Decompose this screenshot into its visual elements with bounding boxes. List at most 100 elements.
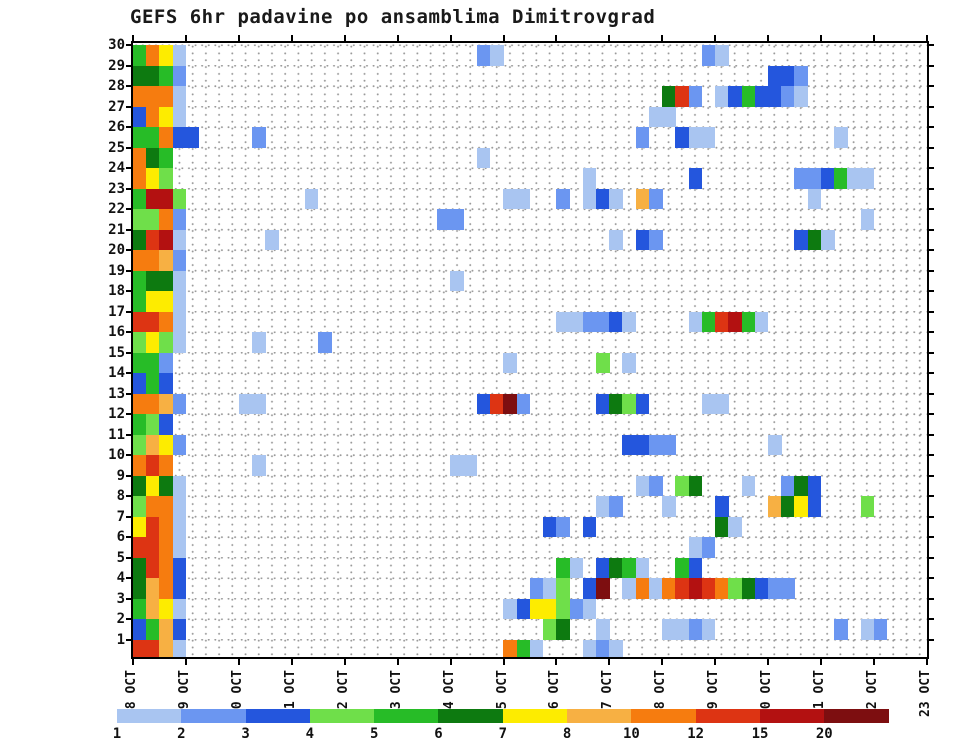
heatmap-cell bbox=[159, 598, 173, 619]
heatmap-cell bbox=[146, 516, 160, 537]
heatmap-cell bbox=[159, 168, 173, 189]
heatmap-cell bbox=[146, 619, 160, 640]
heatmap-cell bbox=[159, 291, 173, 312]
heatmap-cell bbox=[132, 639, 147, 657]
heatmap-cell bbox=[768, 496, 782, 517]
y-axis-tick bbox=[927, 433, 934, 436]
heatmap-cell bbox=[172, 311, 187, 332]
heatmap-cell bbox=[662, 106, 676, 127]
colorbar-level-label: 1 bbox=[112, 726, 122, 742]
heatmap-cell bbox=[450, 270, 465, 291]
heatmap-cell bbox=[450, 455, 465, 476]
heatmap-cell bbox=[728, 516, 742, 537]
heatmap-cell bbox=[754, 578, 769, 599]
x-axis-tick bbox=[714, 35, 717, 43]
y-axis-tick bbox=[126, 249, 133, 251]
y-axis-tick bbox=[927, 228, 934, 231]
heatmap-cell bbox=[146, 496, 160, 517]
heatmap-cell bbox=[132, 250, 147, 271]
heatmap-cell bbox=[662, 619, 676, 640]
x-axis-tick bbox=[767, 35, 770, 43]
heatmap-cell bbox=[238, 393, 253, 414]
heatmap-cell bbox=[172, 45, 187, 66]
colorbar-segment bbox=[824, 709, 889, 723]
heatmap-cell bbox=[582, 578, 597, 599]
heatmap-cell bbox=[556, 598, 570, 619]
heatmap-cell bbox=[556, 188, 570, 209]
heatmap-cell bbox=[132, 496, 147, 517]
heatmap-cell bbox=[159, 414, 173, 435]
heatmap-cell bbox=[688, 168, 703, 189]
heatmap-cell bbox=[834, 127, 848, 148]
y-axis-tick bbox=[927, 638, 934, 641]
heatmap-cell bbox=[635, 434, 650, 455]
heatmap-cell bbox=[688, 86, 703, 107]
heatmap-cell bbox=[688, 311, 703, 332]
heatmap-cell bbox=[794, 229, 809, 250]
y-axis-tick bbox=[126, 372, 133, 374]
heatmap-cell bbox=[437, 209, 451, 230]
heatmap-cell bbox=[146, 332, 160, 353]
heatmap-cell bbox=[635, 475, 650, 496]
colorbar-level-label: 20 bbox=[815, 726, 833, 742]
heatmap-cell bbox=[172, 578, 187, 599]
x-axis-tick bbox=[661, 35, 664, 43]
y-axis-tick bbox=[927, 515, 934, 518]
heatmap-cell bbox=[662, 578, 676, 599]
heatmap-cell bbox=[662, 86, 676, 107]
y-axis-tick bbox=[126, 474, 133, 477]
heatmap-cell bbox=[172, 475, 187, 496]
heatmap-cell bbox=[635, 127, 650, 148]
y-axis-label: 1 bbox=[116, 631, 125, 648]
heatmap-cell bbox=[529, 639, 544, 657]
heatmap-cell bbox=[688, 127, 703, 148]
heatmap-cell bbox=[132, 373, 147, 394]
heatmap-cell bbox=[794, 65, 809, 86]
heatmap-cell bbox=[172, 434, 187, 455]
heatmap-cell bbox=[132, 86, 147, 107]
heatmap-cell bbox=[728, 578, 742, 599]
heatmap-cell bbox=[146, 311, 160, 332]
heatmap-cell bbox=[172, 598, 187, 619]
x-axis-tick bbox=[820, 657, 823, 665]
heatmap-cell bbox=[159, 65, 173, 86]
y-axis-tick bbox=[126, 126, 133, 128]
heatmap-cell bbox=[595, 188, 610, 209]
heatmap-cell bbox=[675, 557, 689, 578]
heatmap-cell bbox=[675, 578, 689, 599]
heatmap-cell bbox=[556, 619, 570, 640]
heatmap-cell bbox=[159, 188, 173, 209]
y-axis-tick bbox=[927, 269, 934, 272]
heatmap-cell bbox=[768, 578, 782, 599]
heatmap-cell bbox=[132, 598, 147, 619]
y-axis-tick bbox=[927, 290, 934, 292]
colorbar-level-label: 5 bbox=[369, 726, 379, 742]
heatmap-cell bbox=[132, 229, 147, 250]
heatmap-cell bbox=[675, 86, 689, 107]
heatmap-cell bbox=[476, 45, 491, 66]
y-axis-tick bbox=[126, 597, 133, 600]
heatmap-cell bbox=[728, 311, 742, 332]
y-axis-tick bbox=[927, 44, 934, 46]
heatmap-plot-area bbox=[131, 41, 929, 659]
y-axis-tick bbox=[927, 85, 934, 87]
heatmap-cell bbox=[794, 168, 809, 189]
heatmap-cell bbox=[132, 168, 147, 189]
colorbar-level-label: 15 bbox=[751, 726, 769, 742]
y-axis-label: 4 bbox=[116, 570, 125, 586]
x-axis-label: 23 OCT bbox=[918, 670, 933, 717]
heatmap-cell bbox=[701, 619, 716, 640]
heatmap-cell bbox=[648, 475, 663, 496]
heatmap-cell bbox=[132, 537, 147, 558]
heatmap-cell bbox=[781, 475, 795, 496]
heatmap-cell bbox=[701, 578, 716, 599]
y-axis-label: 25 bbox=[108, 139, 125, 156]
y-axis-tick bbox=[927, 331, 934, 333]
heatmap-cell bbox=[146, 188, 160, 209]
heatmap-cell bbox=[582, 516, 597, 537]
heatmap-cell bbox=[728, 86, 742, 107]
heatmap-cell bbox=[662, 434, 676, 455]
heatmap-cell bbox=[172, 270, 187, 291]
heatmap-cell bbox=[648, 229, 663, 250]
y-axis-tick bbox=[927, 64, 934, 67]
